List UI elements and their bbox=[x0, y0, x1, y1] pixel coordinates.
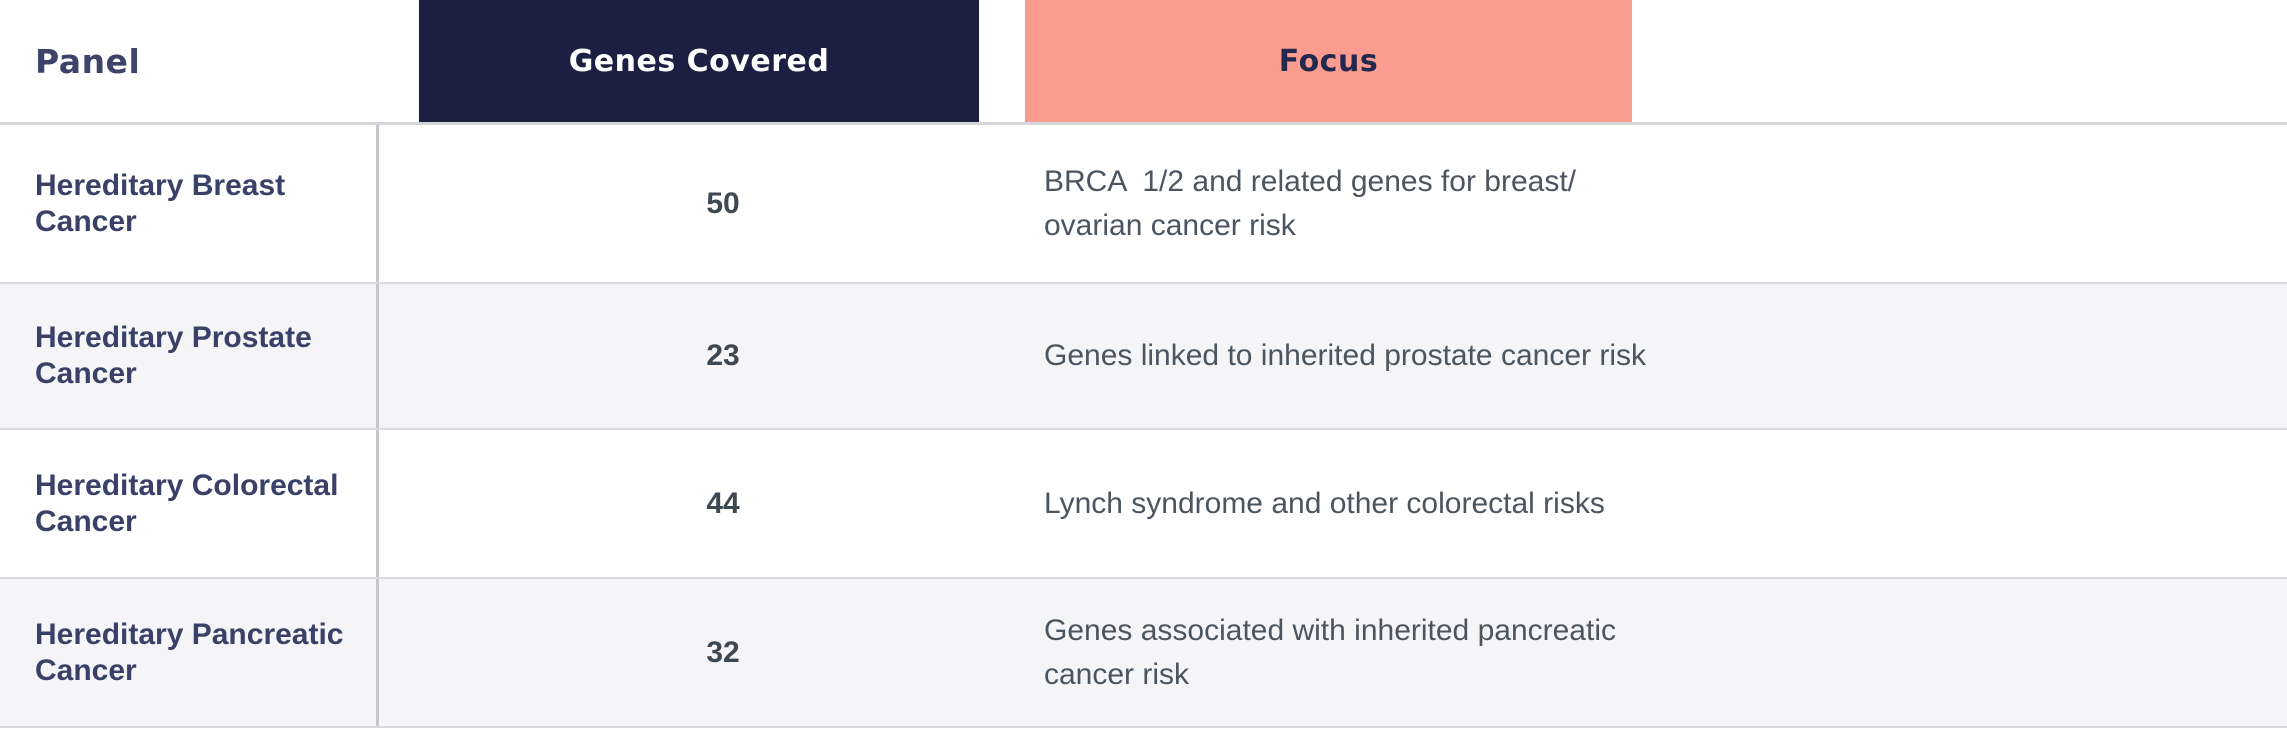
panel-cell: Hereditary Breast Cancer bbox=[0, 125, 379, 282]
focus-column-title: Focus bbox=[1278, 43, 1379, 79]
genes-covered-cell: 23 bbox=[379, 284, 1022, 428]
table-header-row: Panel Genes Covered Focus bbox=[0, 0, 2287, 125]
genes-covered-column-title: Genes Covered bbox=[568, 43, 830, 79]
focus-cell: Lynch syndrome and other colorectal risk… bbox=[1022, 430, 2287, 577]
genes-count: 44 bbox=[706, 486, 740, 520]
focus-text: BRCA 1/2 and related genes for breast/ o… bbox=[1044, 164, 1576, 242]
panel-cell: Hereditary Colorectal Cancer bbox=[0, 430, 379, 577]
focus-header-block: Focus bbox=[1025, 0, 1632, 122]
genes-covered-header-block: Genes Covered bbox=[419, 0, 979, 122]
table-row: Hereditary Colorectal Cancer 44 Lynch sy… bbox=[0, 430, 2287, 579]
genes-count: 32 bbox=[706, 635, 740, 669]
genes-count: 23 bbox=[706, 339, 740, 372]
table-row: Hereditary Prostate Cancer 23 Genes link… bbox=[0, 284, 2287, 430]
table-row: Hereditary Pancreatic Cancer 32 Genes as… bbox=[0, 579, 2287, 728]
focus-cell: Genes associated with inherited pancreat… bbox=[1022, 579, 2287, 726]
genes-covered-cell: 50 bbox=[379, 125, 1022, 282]
table-row: Hereditary Breast Cancer 50 BRCA 1/2 and… bbox=[0, 125, 2287, 284]
panel-name: Hereditary Breast Cancer bbox=[35, 168, 286, 238]
panel-column-title: Panel bbox=[35, 41, 141, 81]
panel-name: Hereditary Prostate Cancer bbox=[35, 321, 312, 390]
panel-cell: Hereditary Prostate Cancer bbox=[0, 284, 379, 428]
focus-text: Genes associated with inherited pancreat… bbox=[1044, 613, 1616, 691]
genes-covered-cell: 44 bbox=[379, 430, 1022, 577]
genes-covered-cell: 32 bbox=[379, 579, 1022, 726]
panel-name: Hereditary Pancreatic Cancer bbox=[35, 617, 344, 687]
header-cell-genes-covered: Genes Covered bbox=[382, 0, 1025, 122]
panel-name: Hereditary Colorectal Cancer bbox=[35, 468, 339, 538]
header-cell-focus: Focus bbox=[1025, 0, 2287, 122]
focus-cell: Genes linked to inherited prostate cance… bbox=[1022, 284, 2287, 428]
header-cell-panel: Panel bbox=[0, 0, 382, 122]
focus-text: Lynch syndrome and other colorectal risk… bbox=[1044, 486, 1605, 520]
focus-cell: BRCA 1/2 and related genes for breast/ o… bbox=[1022, 125, 2287, 282]
panel-cell: Hereditary Pancreatic Cancer bbox=[0, 579, 379, 726]
genes-count: 50 bbox=[706, 186, 740, 220]
focus-text: Genes linked to inherited prostate cance… bbox=[1044, 339, 1646, 372]
